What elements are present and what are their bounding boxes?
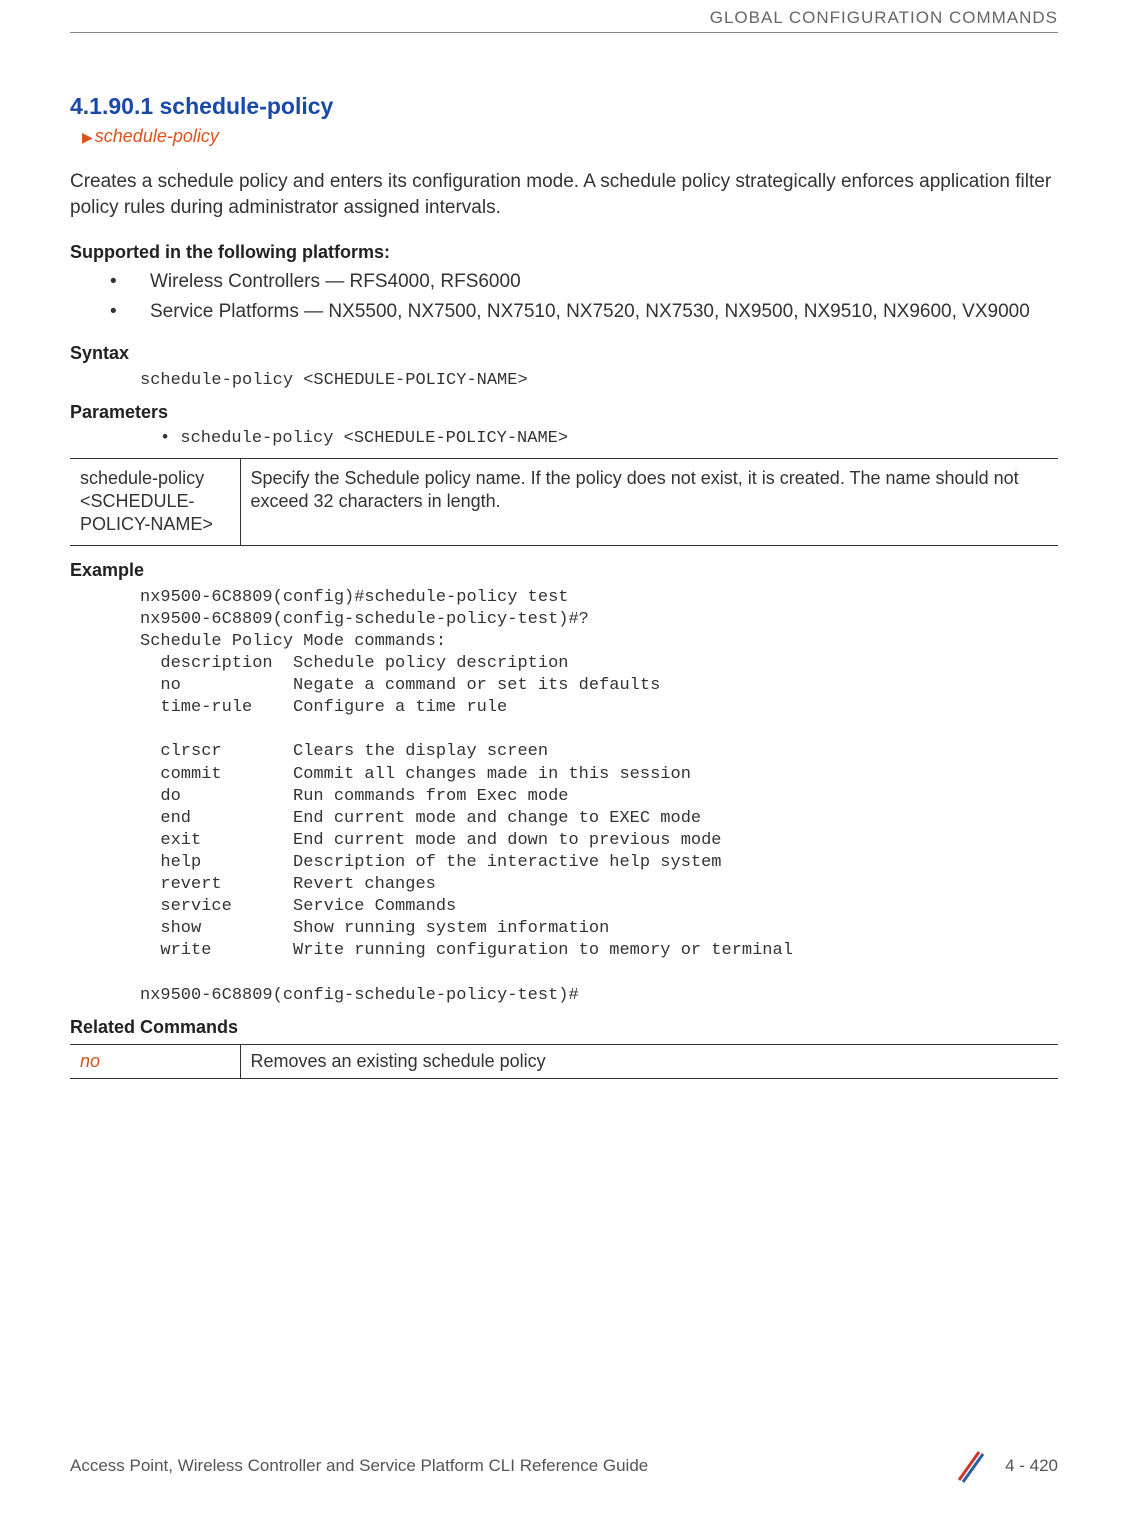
table-row: schedule-policy <SCHEDULE-POLICY-NAME> S… xyxy=(70,458,1058,545)
list-item: Wireless Controllers — RFS4000, RFS6000 xyxy=(70,269,1058,295)
param-desc-cell: Specify the Schedule policy name. If the… xyxy=(240,458,1058,545)
supported-list: Wireless Controllers — RFS4000, RFS6000 … xyxy=(70,269,1058,324)
related-heading: Related Commands xyxy=(70,1017,1058,1038)
parameters-line: schedule-policy <SCHEDULE-POLICY-NAME> xyxy=(160,429,1058,448)
syntax-heading: Syntax xyxy=(70,343,1058,364)
syntax-code: schedule-policy <SCHEDULE-POLICY-NAME> xyxy=(140,370,1058,392)
list-item: Service Platforms — NX5500, NX7500, NX75… xyxy=(70,299,1058,325)
related-table: no Removes an existing schedule policy xyxy=(70,1044,1058,1079)
related-desc-cell: Removes an existing schedule policy xyxy=(240,1044,1058,1078)
breadcrumb: ▶schedule-policy xyxy=(82,126,1058,147)
example-heading: Example xyxy=(70,560,1058,581)
parameters-heading: Parameters xyxy=(70,402,1058,423)
main-content: 4.1.90.1 schedule-policy ▶schedule-polic… xyxy=(70,33,1058,1079)
footer-page-group: 4 - 420 xyxy=(949,1446,1058,1486)
example-code: nx9500-6C8809(config)#schedule-policy te… xyxy=(140,587,1058,1007)
header-title: GLOBAL CONFIGURATION COMMANDS xyxy=(710,8,1058,27)
page-header: GLOBAL CONFIGURATION COMMANDS xyxy=(70,0,1058,33)
breadcrumb-label: schedule-policy xyxy=(95,126,219,146)
page-container: GLOBAL CONFIGURATION COMMANDS 4.1.90.1 s… xyxy=(0,0,1128,1516)
supported-heading: Supported in the following platforms: xyxy=(70,242,1058,263)
footer-guide-title: Access Point, Wireless Controller and Se… xyxy=(70,1456,648,1476)
param-name-cell: schedule-policy <SCHEDULE-POLICY-NAME> xyxy=(70,458,240,545)
intro-paragraph: Creates a schedule policy and enters its… xyxy=(70,169,1058,220)
section-heading: 4.1.90.1 schedule-policy xyxy=(70,93,1058,120)
page-footer: Access Point, Wireless Controller and Se… xyxy=(70,1446,1058,1486)
parameters-table: schedule-policy <SCHEDULE-POLICY-NAME> S… xyxy=(70,458,1058,546)
footer-page-number: 4 - 420 xyxy=(1005,1456,1058,1476)
breadcrumb-arrow-icon: ▶ xyxy=(82,129,93,145)
slash-icon xyxy=(949,1446,989,1486)
related-cmd-cell: no xyxy=(70,1044,240,1078)
table-row: no Removes an existing schedule policy xyxy=(70,1044,1058,1078)
